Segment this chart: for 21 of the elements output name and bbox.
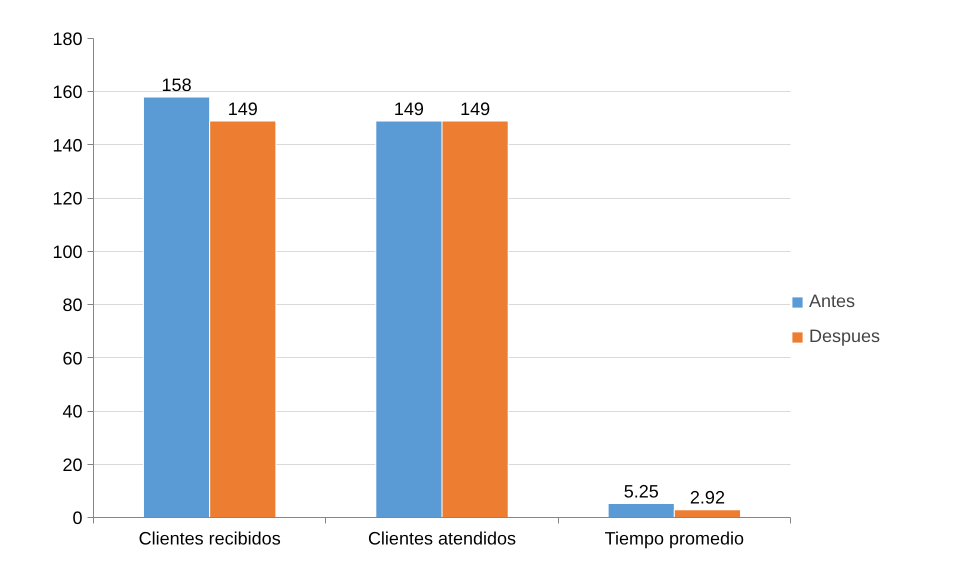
data-label: 149 bbox=[394, 98, 424, 119]
y-tick-label: 80 bbox=[62, 295, 83, 316]
y-tick-label: 60 bbox=[62, 348, 83, 368]
y-tick-label: 0 bbox=[72, 508, 83, 528]
x-tick-label: Tiempo promedio bbox=[604, 528, 744, 548]
data-label: 149 bbox=[460, 98, 490, 119]
y-tick-label: 120 bbox=[52, 188, 83, 209]
y-tick-label: 180 bbox=[52, 29, 83, 49]
legend-label: Antes bbox=[809, 291, 856, 312]
y-tick-label: 20 bbox=[62, 454, 83, 475]
x-tick-label: Clientes atendidos bbox=[368, 528, 516, 548]
data-label: 149 bbox=[228, 98, 258, 119]
y-tick-label: 160 bbox=[52, 82, 83, 102]
legend-label: Despues bbox=[809, 326, 880, 347]
x-tick-label: Clientes recibidos bbox=[138, 528, 281, 548]
y-tick-label: 100 bbox=[52, 242, 83, 262]
y-tick-label: 40 bbox=[62, 402, 83, 422]
data-label: 5.25 bbox=[624, 482, 659, 502]
y-tick-label: 140 bbox=[52, 135, 83, 156]
data-label: 2.92 bbox=[690, 488, 725, 508]
data-label: 158 bbox=[162, 75, 192, 96]
